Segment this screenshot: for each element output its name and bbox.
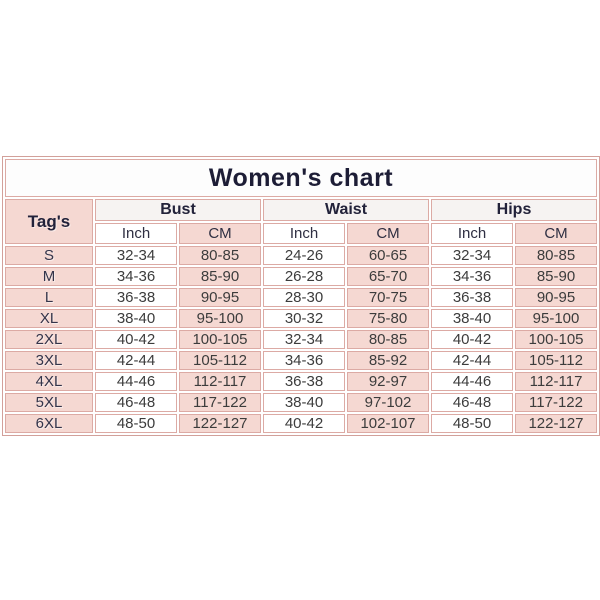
value-cell-inch: 42-44 (431, 351, 513, 370)
bust-cm-header: CM (179, 223, 261, 244)
value-cell-inch: 44-46 (95, 372, 177, 391)
value-cell-cm: 75-80 (347, 309, 429, 328)
waist-inch-header: Inch (263, 223, 345, 244)
value-cell-inch: 24-26 (263, 246, 345, 265)
value-cell-cm: 85-90 (179, 267, 261, 286)
table-row: 6XL 48-50 122-127 40-42 102-107 48-50 122-127 (5, 414, 598, 433)
value-cell-inch: 40-42 (95, 330, 177, 349)
table-row: 4XL 44-46 112-117 36-38 92-97 44-46 112-117 (5, 372, 598, 391)
size-label: 5XL (5, 393, 93, 412)
value-cell-cm: 80-85 (515, 246, 598, 265)
size-label: 6XL (5, 414, 93, 433)
bust-inch-header: Inch (95, 223, 177, 244)
size-label: M (5, 267, 93, 286)
bust-group-header: Bust (95, 199, 261, 221)
hips-group-header: Hips (431, 199, 598, 221)
value-cell-cm: 122-127 (515, 414, 598, 433)
table-body: Women's chart Tag's Bust Waist Hips Inch… (5, 159, 598, 433)
value-cell-inch: 32-34 (431, 246, 513, 265)
value-cell-inch: 34-36 (95, 267, 177, 286)
hips-cm-header: CM (515, 223, 598, 244)
size-label: S (5, 246, 93, 265)
waist-cm-header: CM (347, 223, 429, 244)
title-row: Women's chart (5, 159, 598, 197)
value-cell-inch: 32-34 (263, 330, 345, 349)
table-row: M 34-36 85-90 26-28 65-70 34-36 85-90 (5, 267, 598, 286)
value-cell-cm: 105-112 (515, 351, 598, 370)
table-row: 3XL 42-44 105-112 34-36 85-92 42-44 105-112 (5, 351, 598, 370)
value-cell-cm: 100-105 (179, 330, 261, 349)
value-cell-cm: 70-75 (347, 288, 429, 307)
value-cell-cm: 97-102 (347, 393, 429, 412)
value-cell-cm: 102-107 (347, 414, 429, 433)
table-row: 5XL 46-48 117-122 38-40 97-102 46-48 117-122 (5, 393, 598, 412)
value-cell-inch: 38-40 (263, 393, 345, 412)
value-cell-cm: 117-122 (515, 393, 598, 412)
unit-header-row: Inch CM Inch CM Inch CM (5, 223, 598, 244)
value-cell-cm: 92-97 (347, 372, 429, 391)
size-label: 2XL (5, 330, 93, 349)
value-cell-inch: 42-44 (95, 351, 177, 370)
value-cell-inch: 44-46 (431, 372, 513, 391)
size-label: 3XL (5, 351, 93, 370)
table-row: S 32-34 80-85 24-26 60-65 32-34 80-85 (5, 246, 598, 265)
value-cell-inch: 36-38 (95, 288, 177, 307)
value-cell-inch: 36-38 (431, 288, 513, 307)
value-cell-cm: 122-127 (179, 414, 261, 433)
tags-header: Tag's (5, 199, 93, 244)
value-cell-cm: 100-105 (515, 330, 598, 349)
value-cell-inch: 38-40 (431, 309, 513, 328)
value-cell-inch: 34-36 (263, 351, 345, 370)
table-row: L 36-38 90-95 28-30 70-75 36-38 90-95 (5, 288, 598, 307)
value-cell-cm: 95-100 (179, 309, 261, 328)
value-cell-cm: 112-117 (515, 372, 598, 391)
value-cell-inch: 48-50 (431, 414, 513, 433)
size-label: 4XL (5, 372, 93, 391)
value-cell-inch: 36-38 (263, 372, 345, 391)
table-row: 2XL 40-42 100-105 32-34 80-85 40-42 100-105 (5, 330, 598, 349)
value-cell-inch: 48-50 (95, 414, 177, 433)
value-cell-inch: 26-28 (263, 267, 345, 286)
waist-group-header: Waist (263, 199, 429, 221)
value-cell-cm: 105-112 (179, 351, 261, 370)
value-cell-cm: 60-65 (347, 246, 429, 265)
value-cell-inch: 30-32 (263, 309, 345, 328)
hips-inch-header: Inch (431, 223, 513, 244)
table-row: XL 38-40 95-100 30-32 75-80 38-40 95-100 (5, 309, 598, 328)
value-cell-cm: 95-100 (515, 309, 598, 328)
chart-title: Women's chart (5, 159, 598, 197)
value-cell-cm: 65-70 (347, 267, 429, 286)
size-label: XL (5, 309, 93, 328)
group-header-row: Tag's Bust Waist Hips (5, 199, 598, 244)
value-cell-inch: 46-48 (431, 393, 513, 412)
value-cell-cm: 80-85 (347, 330, 429, 349)
value-cell-inch: 32-34 (95, 246, 177, 265)
value-cell-inch: 34-36 (431, 267, 513, 286)
value-cell-cm: 85-92 (347, 351, 429, 370)
value-cell-cm: 80-85 (179, 246, 261, 265)
value-cell-inch: 40-42 (431, 330, 513, 349)
value-cell-inch: 40-42 (263, 414, 345, 433)
value-cell-cm: 85-90 (515, 267, 598, 286)
value-cell-cm: 117-122 (179, 393, 261, 412)
value-cell-cm: 90-95 (179, 288, 261, 307)
value-cell-inch: 38-40 (95, 309, 177, 328)
value-cell-inch: 46-48 (95, 393, 177, 412)
size-label: L (5, 288, 93, 307)
size-chart-table: Women's chart Tag's Bust Waist Hips Inch… (2, 156, 600, 436)
value-cell-cm: 90-95 (515, 288, 598, 307)
value-cell-cm: 112-117 (179, 372, 261, 391)
value-cell-inch: 28-30 (263, 288, 345, 307)
